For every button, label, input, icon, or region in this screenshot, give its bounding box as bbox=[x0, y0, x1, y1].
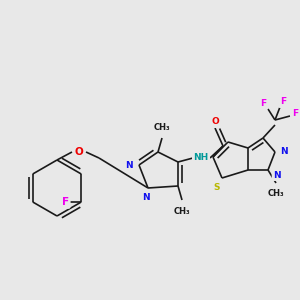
Text: N: N bbox=[273, 170, 281, 179]
Text: CH₃: CH₃ bbox=[268, 188, 284, 197]
Text: F: F bbox=[292, 110, 298, 118]
Text: S: S bbox=[214, 182, 220, 191]
Text: N: N bbox=[280, 146, 288, 155]
Text: O: O bbox=[75, 147, 83, 157]
Text: N: N bbox=[280, 146, 288, 155]
Text: N: N bbox=[125, 160, 133, 169]
Text: NH: NH bbox=[194, 154, 208, 163]
Text: CH₃: CH₃ bbox=[154, 122, 170, 131]
Text: F: F bbox=[62, 197, 69, 207]
Text: F: F bbox=[260, 100, 266, 109]
Text: F: F bbox=[280, 98, 286, 106]
Text: S: S bbox=[214, 182, 220, 191]
Text: F: F bbox=[62, 197, 69, 207]
Text: N: N bbox=[125, 160, 133, 169]
Text: CH₃: CH₃ bbox=[268, 188, 284, 197]
Text: N: N bbox=[273, 170, 281, 179]
Text: O: O bbox=[75, 147, 83, 157]
Text: CH₃: CH₃ bbox=[154, 122, 170, 131]
Text: F: F bbox=[280, 98, 286, 106]
Text: F: F bbox=[292, 110, 298, 118]
Text: CH₃: CH₃ bbox=[174, 206, 190, 215]
Text: N: N bbox=[142, 193, 150, 202]
Text: NH: NH bbox=[194, 154, 208, 163]
Text: F: F bbox=[260, 100, 266, 109]
Text: N: N bbox=[142, 193, 150, 202]
Text: O: O bbox=[211, 118, 219, 127]
Text: CH₃: CH₃ bbox=[174, 206, 190, 215]
Text: O: O bbox=[211, 118, 219, 127]
